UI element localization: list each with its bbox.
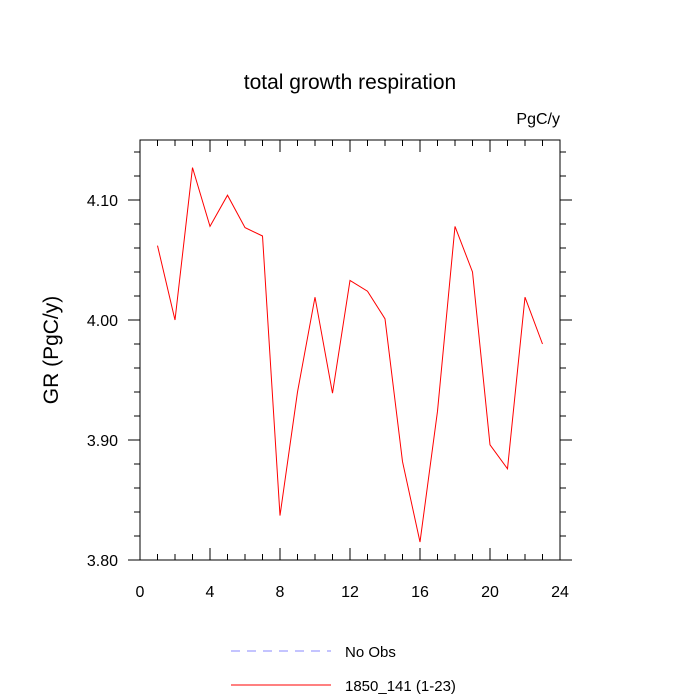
x-tick-label: 24 <box>551 584 569 601</box>
y-tick-label: 3.80 <box>87 553 118 570</box>
y-tick-label: 4.10 <box>87 193 118 210</box>
legend-label-no-obs: No Obs <box>345 644 396 661</box>
y-tick-labels: 3.80 3.90 4.00 4.10 <box>87 193 118 570</box>
y-axis-label: GR (PgC/y) <box>40 296 63 405</box>
y-tick-label: 3.90 <box>87 433 118 450</box>
major-ticks <box>128 140 572 561</box>
x-tick-label: 4 <box>206 584 215 601</box>
x-tick-label: 12 <box>341 584 359 601</box>
x-tick-label: 8 <box>276 584 285 601</box>
x-tick-label: 16 <box>411 584 429 601</box>
chart-title: total growth respiration <box>244 71 456 94</box>
y-tick-label: 4.00 <box>87 313 118 330</box>
units-label: PgC/y <box>516 111 560 128</box>
legend: No Obs 1850_141 (1-23) <box>231 644 456 695</box>
series-layer <box>157 167 543 543</box>
minor-ticks <box>134 140 566 560</box>
series-line <box>157 167 543 543</box>
x-tick-labels: 0 4 8 12 16 20 24 <box>136 584 569 601</box>
legend-label-1850-141: 1850_141 (1-23) <box>345 678 456 695</box>
x-tick-label: 0 <box>136 584 145 601</box>
x-tick-label: 20 <box>481 584 499 601</box>
